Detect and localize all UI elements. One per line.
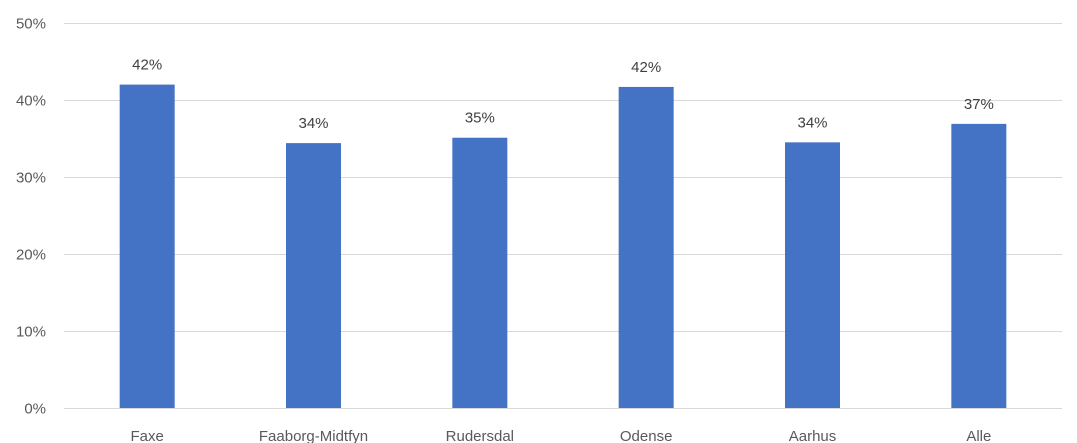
bar-odense xyxy=(618,86,674,408)
bar-alle xyxy=(951,123,1007,409)
y-tick-label: 30% xyxy=(16,170,46,187)
bar-faaborg-midtfyn xyxy=(286,143,341,408)
y-tick-label: 10% xyxy=(16,324,46,341)
y-tick-label: 0% xyxy=(24,401,46,418)
data-label: 42% xyxy=(132,57,162,74)
data-label: 34% xyxy=(298,115,328,132)
bar-rudersdal xyxy=(452,137,508,409)
x-category-label: Aarhus xyxy=(789,428,837,443)
y-tick-label: 40% xyxy=(16,93,46,110)
x-category-label: Odense xyxy=(620,428,673,443)
data-label: 37% xyxy=(964,96,994,113)
y-tick-label: 20% xyxy=(16,247,46,264)
data-label: 42% xyxy=(631,59,661,76)
bar-aarhus xyxy=(785,142,840,408)
data-label: 34% xyxy=(797,114,827,131)
x-category-label: Alle xyxy=(966,428,991,443)
x-category-label: Faaborg-Midtfyn xyxy=(259,428,368,443)
bar-faxe xyxy=(119,84,175,408)
y-tick-label: 50% xyxy=(16,16,46,33)
x-category-label: Rudersdal xyxy=(446,428,514,443)
data-label: 35% xyxy=(465,110,495,127)
x-category-label: Faxe xyxy=(130,428,163,443)
